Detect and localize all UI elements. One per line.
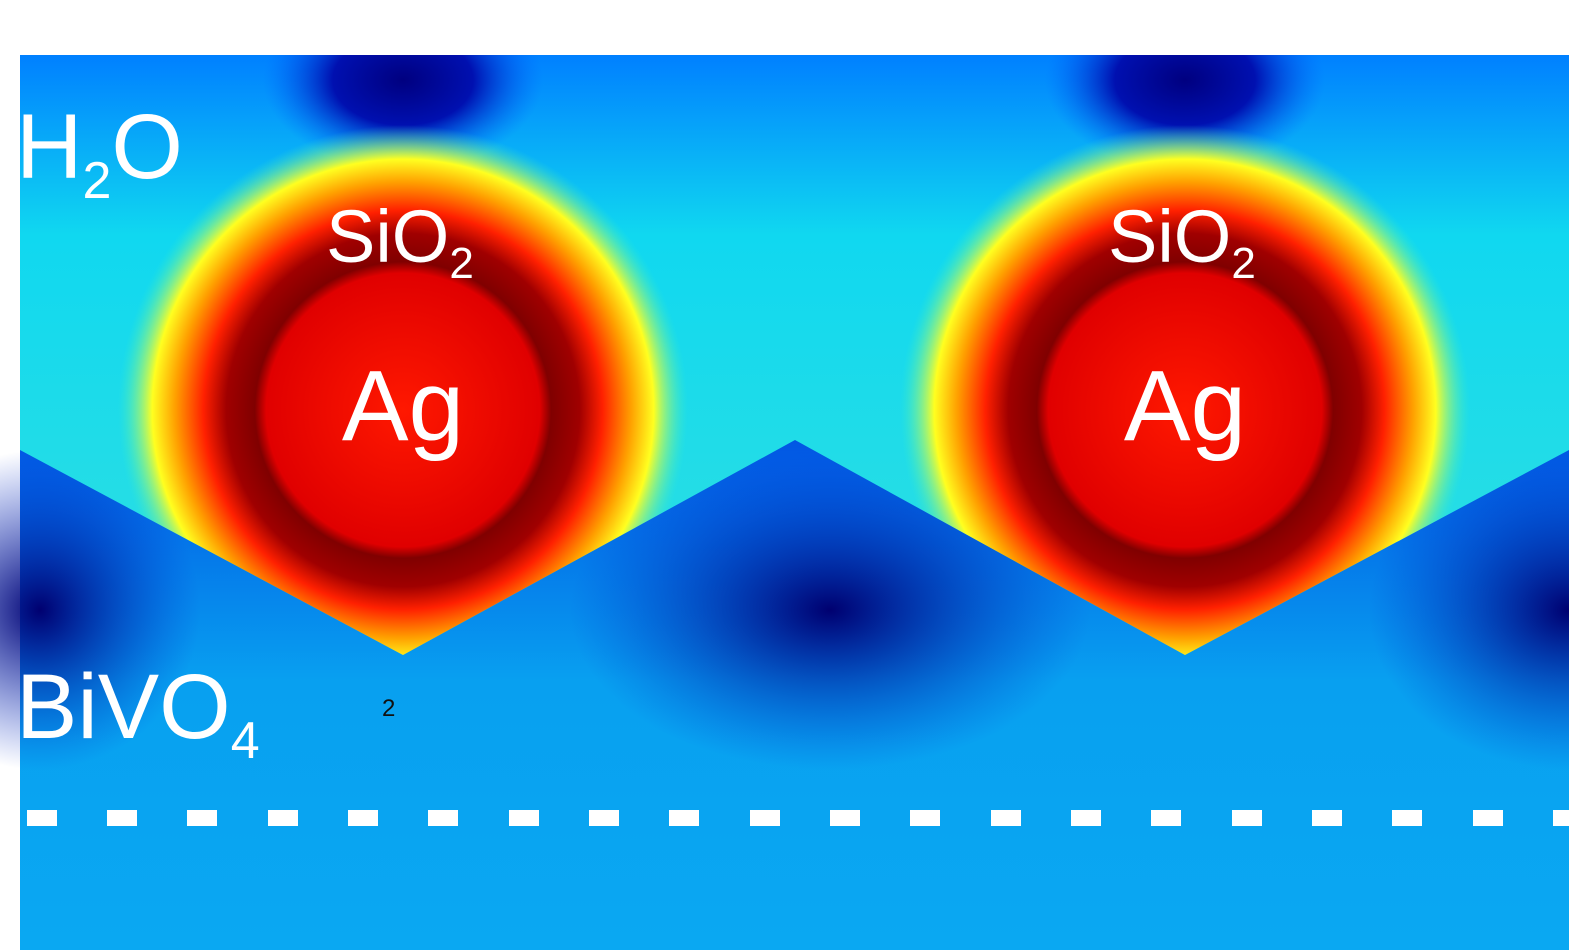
figure: H2O SiO2 SiO2 Ag Ag BiVO4 2 — [0, 0, 1569, 950]
substrate-label: BiVO4 — [16, 656, 260, 770]
core-label: Ag — [1124, 350, 1246, 462]
core-label: Ag — [342, 350, 464, 462]
stray-label: 2 — [382, 695, 395, 722]
